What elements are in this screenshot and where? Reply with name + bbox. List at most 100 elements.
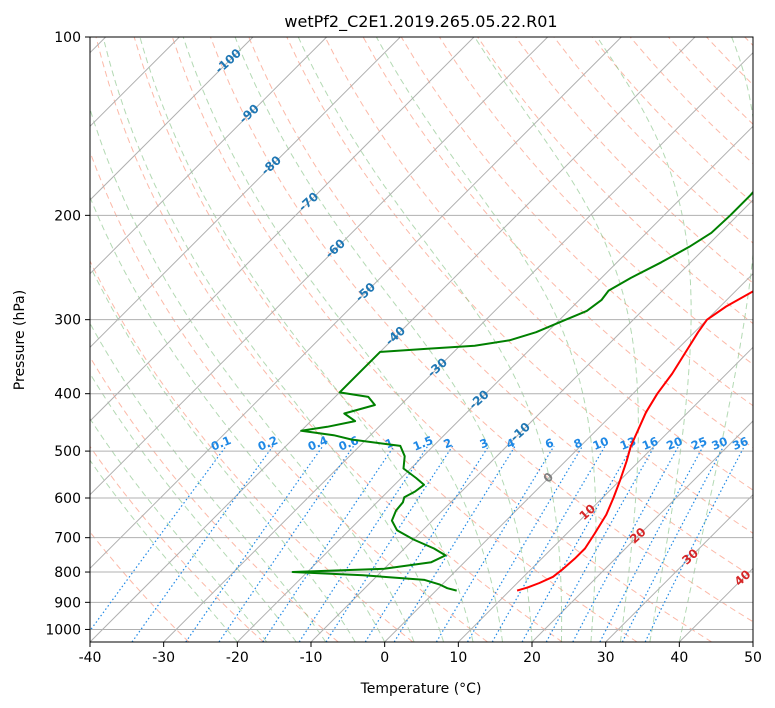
moist-adiabat xyxy=(596,37,692,642)
moist-adiabat xyxy=(90,459,238,642)
isotherm-line xyxy=(90,37,696,642)
y-axis-label: Pressure (hPa) xyxy=(12,290,28,390)
isotherm-line xyxy=(310,199,753,642)
x-tick-label: -10 xyxy=(300,650,323,666)
mixing-ratio-label: 25 xyxy=(689,434,709,453)
mixing-ratio-label: 0.1 xyxy=(209,433,233,454)
dry-adiabat xyxy=(744,37,753,47)
chart-title: wetPf2_C2E1.2019.265.05.22.R01 xyxy=(284,12,557,32)
x-tick-label: -20 xyxy=(226,650,249,666)
mixing-ratio-line xyxy=(466,445,584,642)
mixing-ratio-line xyxy=(298,445,429,642)
mixing-ratio-label: 13 xyxy=(618,434,638,453)
moist-adiabat xyxy=(90,417,268,642)
isotherm-line xyxy=(90,37,475,422)
isotherm-line xyxy=(605,493,753,642)
y-tick-label: 700 xyxy=(54,531,81,547)
isotherm-line xyxy=(90,37,549,496)
y-tick-label: 300 xyxy=(54,313,81,329)
y-tick-label: 600 xyxy=(54,491,81,507)
mixing-ratio-line xyxy=(435,445,555,642)
mixing-ratio-label: 10 xyxy=(591,434,611,453)
mixing-ratio-line xyxy=(262,445,395,642)
dewpoint-profile-line xyxy=(291,190,753,592)
moist-adiabat xyxy=(474,37,639,642)
x-tick-label: -40 xyxy=(79,650,102,666)
mixing-ratio-line xyxy=(90,445,227,632)
dry-adiabat xyxy=(553,37,753,244)
dry-adiabat xyxy=(515,37,753,284)
x-tick-label: 0 xyxy=(380,650,389,666)
moist-adiabat xyxy=(90,372,297,642)
dry-adiabat xyxy=(591,37,753,204)
moist-adiabat xyxy=(375,37,597,642)
isotherm-line xyxy=(457,346,753,642)
dry-adiabat xyxy=(90,531,190,642)
y-tick-label: 200 xyxy=(54,208,81,224)
axes: -40 -30 -20 -10 0 10 20 30 40 5010020030040050060… xyxy=(45,30,762,666)
moist-adiabat xyxy=(90,196,386,642)
mixing-ratio-label: 2 xyxy=(441,435,454,451)
y-tick-label: 900 xyxy=(54,595,81,611)
x-tick-label: -30 xyxy=(152,650,175,666)
x-tick-label: 30 xyxy=(597,650,615,666)
isotherm-line xyxy=(90,37,622,570)
mixing-ratio-label: 6 xyxy=(543,435,556,451)
mixing-ratio-line xyxy=(218,445,355,642)
dry-adiabat xyxy=(706,37,753,86)
dry-adiabat xyxy=(90,445,264,642)
dry-adiabat xyxy=(248,37,753,578)
y-tick-label: 500 xyxy=(54,444,81,460)
x-axis-label: Temperature (°C) xyxy=(360,681,482,697)
isotherm-line xyxy=(163,51,753,642)
mixing-ratio-line xyxy=(364,445,490,642)
x-tick-label: 40 xyxy=(670,650,688,666)
y-tick-label: 800 xyxy=(54,565,81,581)
dry-adiabat xyxy=(324,37,753,491)
mixing-ratio-line xyxy=(393,445,516,642)
moist-adiabat xyxy=(139,37,474,642)
mixing-ratio-label: 1.5 xyxy=(411,433,435,454)
dry-adiabat xyxy=(171,37,712,642)
plot-frame xyxy=(89,36,754,643)
x-tick-label: 10 xyxy=(449,650,467,666)
y-tick-label: 100 xyxy=(54,30,81,46)
moist-adiabat xyxy=(90,322,327,642)
mixing-ratio-label: 20 xyxy=(664,434,684,453)
isotherm-line xyxy=(236,125,753,642)
mixing-ratio-label: 16 xyxy=(640,434,660,453)
mixing-ratio-line xyxy=(545,445,656,642)
mixing-ratio-line xyxy=(131,445,274,642)
moist-adiabat xyxy=(182,37,503,642)
y-tick-label: 1000 xyxy=(45,622,81,638)
dry-adiabat xyxy=(90,259,414,642)
moist-adiabat xyxy=(103,41,445,642)
mixing-ratio-line xyxy=(621,445,725,642)
x-tick-label: 50 xyxy=(744,650,762,666)
dry-adiabat xyxy=(95,37,563,642)
mixing-ratio-label: 30 xyxy=(709,434,729,453)
isotherm-line xyxy=(90,37,328,275)
isotherm-line xyxy=(90,37,254,201)
mixing-ratio-line xyxy=(599,445,704,642)
mixing-ratio-line xyxy=(185,445,324,642)
moist-adiabat xyxy=(90,264,356,642)
mixing-ratio-line xyxy=(644,445,746,642)
isotherm-line xyxy=(752,641,753,642)
isotherm-line xyxy=(531,420,753,642)
dry-adiabat xyxy=(210,37,753,623)
dry-adiabat xyxy=(477,37,753,325)
isotherm-line xyxy=(384,272,753,642)
mixing-ratio-label: 36 xyxy=(730,434,750,453)
mixing-ratio-label: 8 xyxy=(572,435,585,451)
dry-adiabat xyxy=(90,356,339,642)
temperature-profile-line xyxy=(516,290,753,592)
mixing-ratio-line xyxy=(521,445,634,642)
dry-adiabat xyxy=(286,37,753,534)
moist-adiabat xyxy=(678,37,753,642)
background-lines xyxy=(90,37,753,642)
profile-lines xyxy=(291,190,753,592)
dry-adiabat xyxy=(133,37,638,642)
isotherm-line xyxy=(90,37,401,349)
